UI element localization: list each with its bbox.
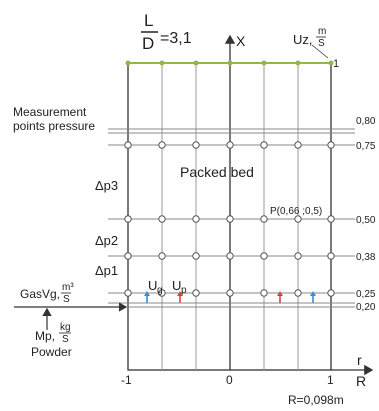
tick-one: 1 [327,373,334,387]
measurement-label-line1: Measurement [13,105,87,119]
uz-label: Uz, [293,32,313,47]
measurement-points [124,141,335,297]
title-l: L [144,11,153,30]
gas-label: GasVg, [20,287,60,301]
r-label: r [357,352,362,368]
measurement-label-line2: points pressure [13,119,95,133]
mp-unit-bottom: S [62,334,69,345]
packed-bed-label: Packed bed [180,164,254,180]
radius-value: R=0,098m [288,393,344,407]
corner-label: 1 [333,58,339,70]
x-axis-label: X [236,33,246,49]
dp2-label: Δp2 [95,233,118,248]
level-label-025: 0,25 [356,289,376,300]
title-d: D [142,34,154,53]
level-label-080: 0,80 [356,116,376,127]
tick-minus-one: -1 [121,373,132,387]
level-label-050: 0,50 [356,215,376,226]
level-label-038: 0,38 [356,252,376,263]
dp3-label: Δp3 [95,178,118,193]
top-dots [125,60,334,66]
uz-unit-top: m [318,26,326,37]
level-label-020: 0,20 [356,302,376,313]
title-value: =3,1 [160,30,192,47]
up-subscript: p [181,285,187,296]
gas-unit-top: m³ [62,282,74,293]
tick-zero: 0 [226,373,233,387]
ug-label: U [148,278,157,293]
mp-unit-top: kg [60,322,71,333]
uz-unit-bottom: S [318,38,325,49]
ug-subscript: g [157,285,163,296]
uz-leader-line [311,44,329,59]
mp-label: Mp, [35,329,55,343]
dp1-label: Δp1 [95,263,118,278]
up-label: U [172,278,181,293]
point-label: P(0,66 ;0,5) [270,206,322,217]
R-label: R [356,373,366,389]
level-label-075: 0,75 [356,141,376,152]
gas-unit-bottom: S [63,294,70,305]
flow-arrows [144,291,316,303]
powder-label: Powder [31,345,72,359]
